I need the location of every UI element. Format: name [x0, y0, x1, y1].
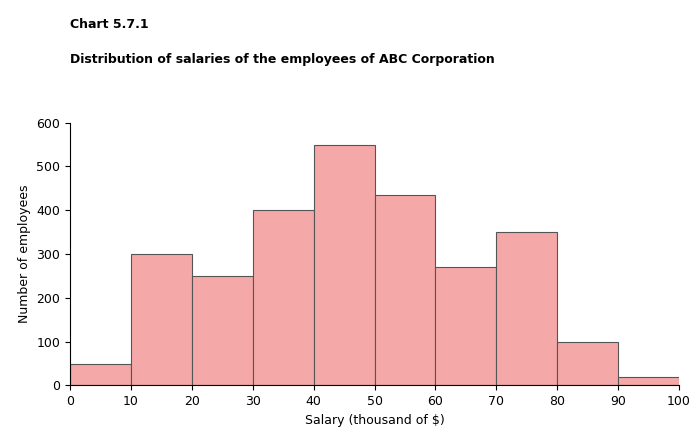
Bar — [496, 232, 557, 385]
X-axis label: Salary (thousand of $): Salary (thousand of $) — [304, 414, 444, 427]
Text: Chart 5.7.1: Chart 5.7.1 — [70, 18, 148, 31]
Bar — [70, 364, 131, 385]
Bar — [374, 195, 435, 385]
Bar — [192, 276, 253, 385]
Bar — [131, 254, 192, 385]
Bar — [314, 145, 375, 385]
Text: Distribution of salaries of the employees of ABC Corporation: Distribution of salaries of the employee… — [70, 53, 495, 66]
Y-axis label: Number of employees: Number of employees — [18, 185, 31, 323]
Bar — [557, 342, 618, 385]
Bar — [618, 377, 679, 385]
Bar — [435, 267, 496, 385]
Bar — [253, 210, 314, 385]
